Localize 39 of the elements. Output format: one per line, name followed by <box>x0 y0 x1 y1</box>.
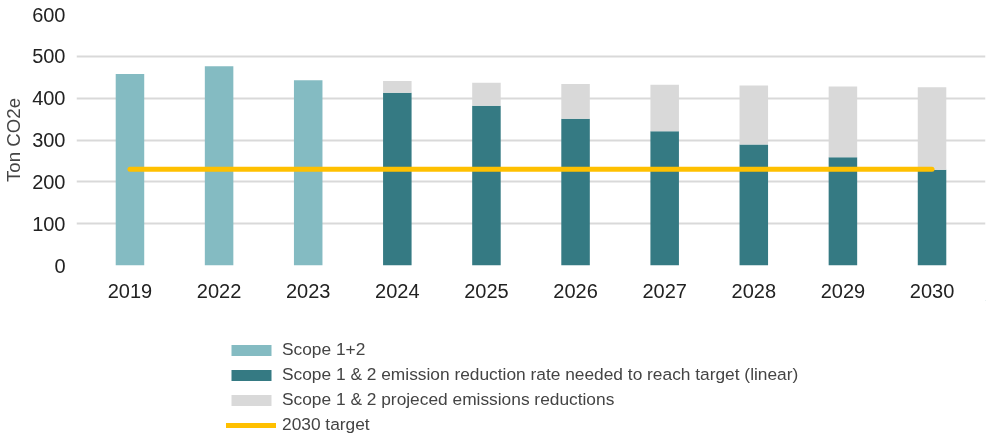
y-tick-label: 100 <box>32 212 66 235</box>
bar <box>561 83 590 119</box>
x-tick-label: 2027 <box>642 279 687 302</box>
x-tick-label: 2029 <box>820 279 866 302</box>
y-tick-label: 200 <box>32 170 66 193</box>
x-tick-label: 2026 <box>553 279 598 302</box>
bar <box>472 105 501 266</box>
bar <box>115 73 145 266</box>
legend-label: Scope 1 & 2 projeced emissions reductions <box>282 389 615 410</box>
bar <box>561 118 590 266</box>
x-tick-label: 2019 <box>107 279 153 302</box>
legend-label: Scope 1+2 <box>282 339 366 360</box>
bar <box>739 144 769 266</box>
bar <box>204 66 234 266</box>
bar <box>472 82 501 106</box>
x-tick-label: 2030 <box>909 279 955 302</box>
y-tick-label: 500 <box>32 45 66 68</box>
legend-label: 2030 target <box>282 414 370 435</box>
y-tick-label: 300 <box>32 129 66 151</box>
x-tick-label: 2022 <box>196 279 242 302</box>
bar <box>739 85 769 145</box>
x-tick-label: 2028 <box>731 279 777 302</box>
y-tick-label: 0 <box>54 254 66 277</box>
y-tick-label: 400 <box>32 87 66 110</box>
bar <box>917 87 947 170</box>
bar <box>828 157 858 266</box>
x-tick-label: 2025 <box>464 279 509 302</box>
bar <box>383 81 412 93</box>
bar <box>293 80 323 266</box>
bar <box>383 92 412 266</box>
legend-label: Scope 1 & 2 emission reduction rate needed to reach target (linear) <box>282 364 799 385</box>
bar <box>917 169 947 266</box>
bar <box>828 86 858 158</box>
bar <box>650 131 679 266</box>
y-axis-title: Ton CO2e <box>3 98 25 182</box>
x-tick-label: 2023 <box>285 279 331 302</box>
x-tick-label: 2024 <box>375 279 420 302</box>
y-tick-label: 600 <box>32 3 66 26</box>
bar <box>650 84 679 132</box>
